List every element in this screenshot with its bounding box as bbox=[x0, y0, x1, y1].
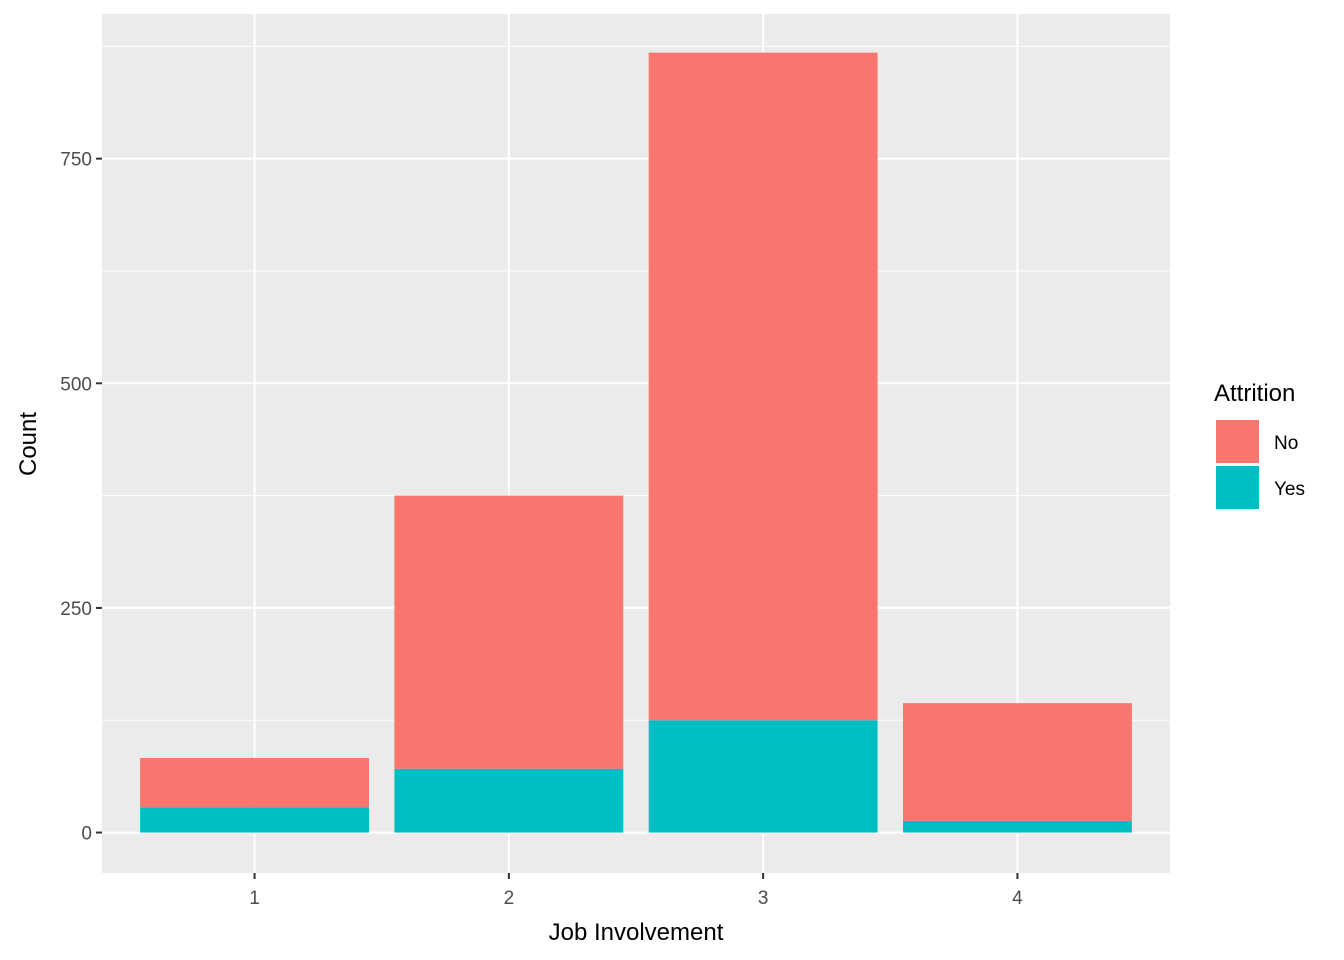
bar-yes-1 bbox=[140, 807, 369, 833]
x-axis-title: Job Involvement bbox=[549, 919, 724, 946]
legend-label-no: No bbox=[1274, 433, 1298, 454]
bar-yes-3 bbox=[648, 720, 878, 833]
bar-yes-2 bbox=[394, 768, 624, 833]
x-tick-label: 3 bbox=[758, 888, 769, 909]
x-tick-label: 2 bbox=[504, 888, 515, 909]
y-axis-ticks: 0 250 500 750 bbox=[60, 150, 102, 845]
legend-key-yes bbox=[1216, 466, 1259, 509]
bar-no-2 bbox=[394, 495, 624, 769]
bars bbox=[140, 52, 1132, 833]
legend-title: Attrition bbox=[1214, 380, 1295, 407]
bar-no-1 bbox=[140, 757, 369, 808]
y-tick-label: 0 bbox=[81, 824, 92, 845]
bar-no-4 bbox=[903, 703, 1132, 821]
y-tick-label: 750 bbox=[60, 150, 92, 171]
y-tick-label: 250 bbox=[60, 599, 92, 620]
bar-yes-4 bbox=[903, 820, 1132, 833]
legend-items: No Yes bbox=[1216, 420, 1305, 509]
x-tick-label: 1 bbox=[249, 888, 260, 909]
y-axis-title: Count bbox=[15, 412, 42, 476]
legend: Attrition No Yes bbox=[1214, 380, 1305, 509]
y-tick-label: 500 bbox=[60, 374, 92, 395]
legend-key-no bbox=[1216, 420, 1259, 463]
legend-label-yes: Yes bbox=[1274, 479, 1305, 500]
x-tick-label: 4 bbox=[1012, 888, 1023, 909]
bar-no-3 bbox=[648, 52, 878, 721]
x-axis-ticks: 1 2 3 4 bbox=[249, 873, 1023, 909]
